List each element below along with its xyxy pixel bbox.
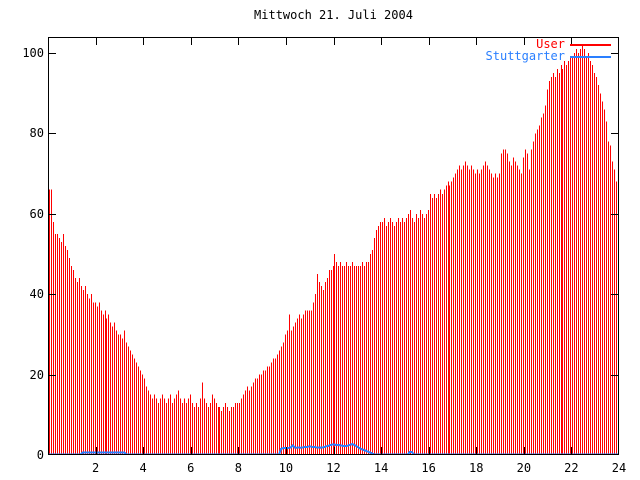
x-tick-label: 22: [564, 461, 579, 475]
user-impulses: [49, 45, 619, 454]
legend-label-stuttgarter: Stuttgarter: [485, 49, 565, 63]
x-tick-label: 8: [234, 461, 242, 475]
x-tick-label: 4: [139, 461, 147, 475]
x-tick-label: 24: [611, 461, 627, 475]
x-tick-label: 6: [187, 461, 195, 475]
x-tick-label: 10: [278, 461, 294, 475]
plot-border-and-ticks: [48, 37, 619, 455]
x-tick-label: 18: [469, 461, 484, 475]
x-tick-label: 20: [516, 461, 532, 475]
chart-title: Mittwoch 21. Juli 2004: [254, 8, 413, 22]
y-tick-label: 40: [29, 287, 44, 302]
user-line-sample-icon: [570, 44, 611, 46]
x-tick-label: 2: [91, 461, 100, 475]
y-tick-label: 0: [36, 448, 44, 462]
y-tick-label: 80: [29, 126, 44, 141]
stuttgarter-line-sample-icon: [570, 56, 611, 58]
plot-canvas: [48, 37, 619, 455]
legend-label-user: User: [536, 37, 565, 51]
plot-area: [48, 37, 619, 455]
y-tick-label: 20: [29, 367, 44, 382]
x-tick-label: 14: [373, 461, 389, 475]
x-tick-label: 16: [421, 461, 436, 475]
y-tick-label: 100: [22, 46, 44, 61]
x-tick-label: 12: [326, 461, 341, 475]
y-tick-label: 60: [29, 206, 44, 221]
